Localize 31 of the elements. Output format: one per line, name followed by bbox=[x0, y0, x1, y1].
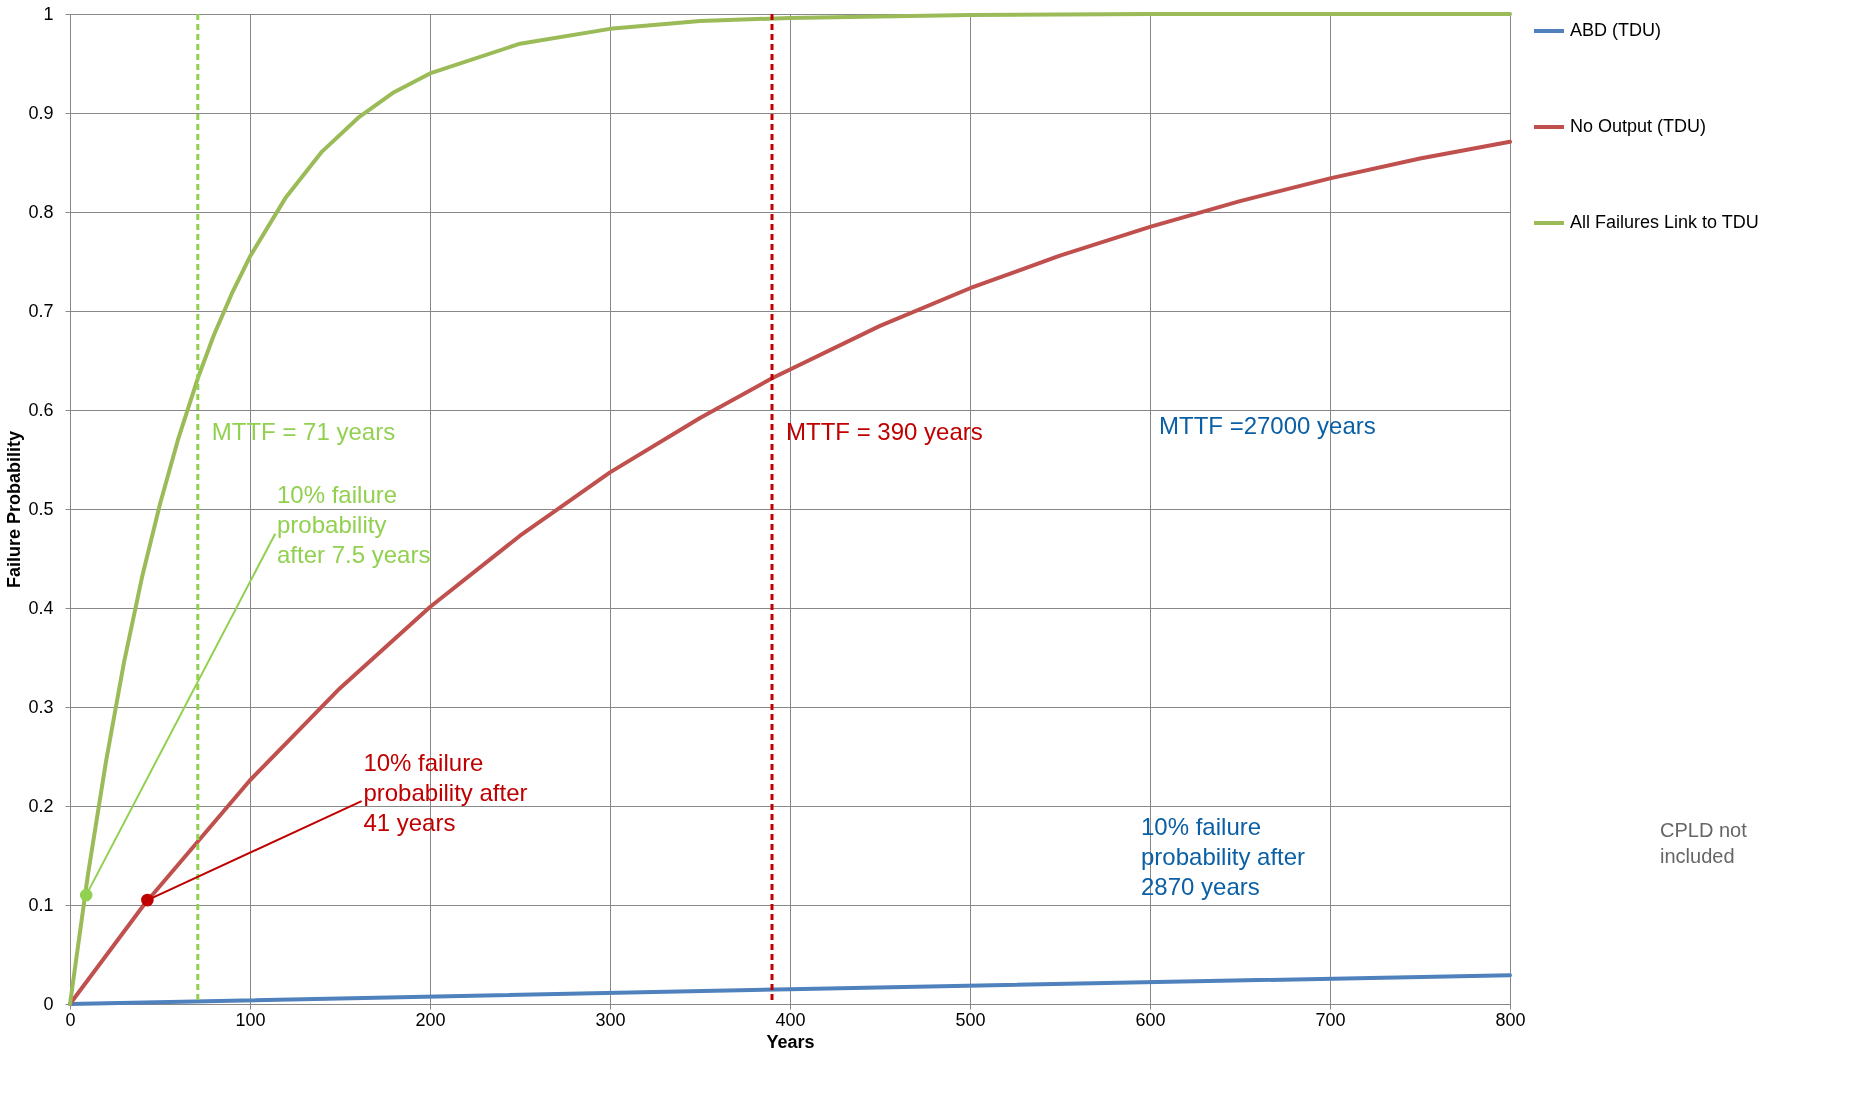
x-tick-label: 500 bbox=[955, 1009, 986, 1030]
x-tick-label: 400 bbox=[775, 1009, 806, 1030]
y-tick-label: 0.8 bbox=[28, 201, 54, 222]
annotation: 10% failure probability after 41 years bbox=[363, 748, 528, 836]
x-tick-label: 0 bbox=[65, 1009, 76, 1030]
y-tick-label: 0.6 bbox=[28, 399, 54, 420]
ref-line-label: MTTF = 390 years bbox=[786, 417, 983, 445]
y-tick-label: 0.2 bbox=[28, 795, 54, 816]
annotation: MTTF =27000 years bbox=[1159, 411, 1376, 439]
y-tick-label: 0.7 bbox=[28, 300, 54, 321]
x-tick-label: 700 bbox=[1315, 1009, 1346, 1030]
annotation: 10% failure probability after 7.5 years bbox=[277, 481, 431, 569]
x-axis-title: Years bbox=[766, 1031, 815, 1052]
y-tick-label: 0.4 bbox=[28, 597, 54, 618]
x-tick-label: 800 bbox=[1495, 1009, 1526, 1030]
y-tick-label: 0.9 bbox=[28, 102, 54, 123]
x-tick-label: 100 bbox=[235, 1009, 266, 1030]
text: CPLD not included bbox=[1660, 818, 1748, 867]
x-tick-label: 200 bbox=[415, 1009, 446, 1030]
y-tick-label: 0 bbox=[43, 993, 54, 1014]
y-tick-label: 0.1 bbox=[28, 894, 54, 915]
x-tick-label: 600 bbox=[1135, 1009, 1166, 1030]
y-tick-label: 0.3 bbox=[28, 696, 54, 717]
legend-label: ABD (TDU) bbox=[1570, 20, 1661, 40]
annotation: 10% failure probability after 2870 years bbox=[1141, 812, 1306, 900]
y-tick-label: 0.5 bbox=[28, 498, 54, 519]
y-tick-label: 1 bbox=[43, 3, 54, 24]
y-axis-title: Failure Probability bbox=[4, 430, 25, 589]
legend-label: All Failures Link to TDU bbox=[1570, 212, 1759, 232]
x-tick-label: 300 bbox=[595, 1009, 626, 1030]
legend-label: No Output (TDU) bbox=[1570, 116, 1707, 136]
